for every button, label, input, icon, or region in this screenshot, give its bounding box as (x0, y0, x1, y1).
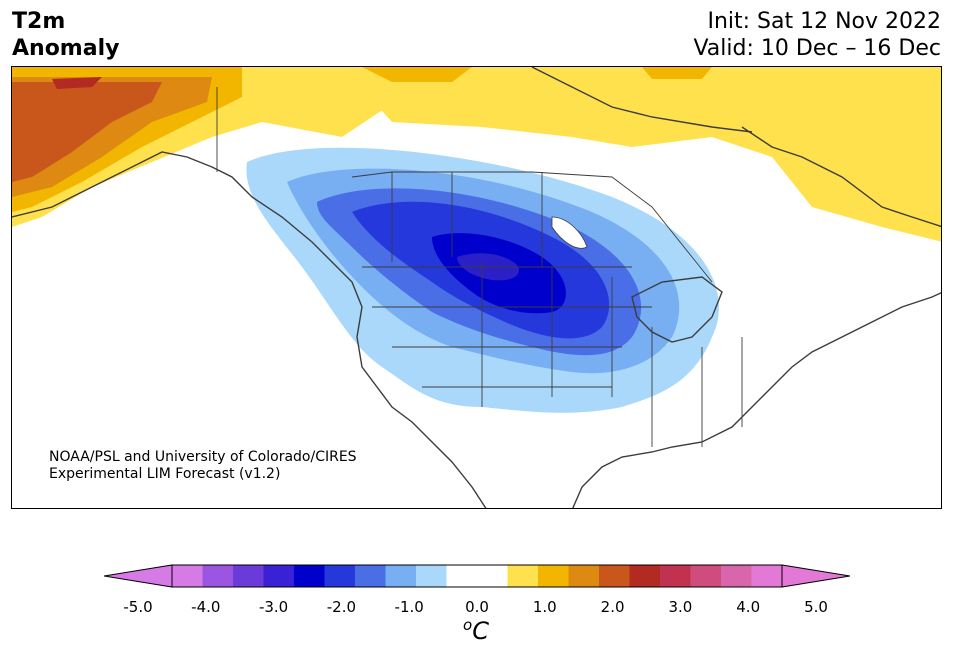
colorbar-cell (385, 565, 417, 587)
colorbar-unit: oC (463, 616, 489, 645)
credit-line-2: Experimental LIM Forecast (v1.2) (49, 466, 281, 482)
unit-degree: o (463, 616, 473, 634)
colorbar-ticks: -5.0 -4.0 -3.0 -2.0 -1.0 0.0 1.0 2.0 3.0 4.0 5.0 (0, 598, 953, 618)
arctic-warm-orange-2 (642, 67, 712, 79)
colorbar-tick-label: -2.0 (326, 598, 357, 616)
colorbar-cell (599, 565, 630, 587)
colorbar-cell (629, 565, 661, 587)
colorbar-cell (324, 565, 356, 587)
colorbar-cell (660, 565, 691, 587)
hudson-bay-lake (551, 216, 588, 249)
colorbar-cell (751, 565, 783, 587)
colorbar-frame (171, 564, 783, 588)
colorbar-over-arrow (781, 564, 850, 588)
colorbar-cell (721, 565, 752, 587)
colorbar-tick-label: -1.0 (394, 598, 424, 616)
colorbar-tick-label: -5.0 (123, 598, 153, 616)
colorbar-cell (690, 565, 722, 587)
political-borders (216, 87, 743, 447)
colorbar-tick-label: 0.0 (465, 598, 489, 616)
colorbar-tick-label: 2.0 (600, 598, 625, 616)
colorbar-cell (233, 565, 264, 587)
map-svg (12, 67, 941, 508)
colorbar-tick-label: -4.0 (191, 598, 221, 616)
colorbar-cell (568, 565, 600, 587)
title-line-2: Anomaly (12, 36, 120, 61)
alaska-warm-red (52, 77, 102, 89)
credit-line-1: NOAA/PSL and University of Colorado/CIRE… (49, 449, 357, 465)
colorbar-cell (202, 565, 234, 587)
colorbar-cell (538, 565, 569, 587)
colorbar-cell (416, 565, 447, 587)
arctic-warm-orange (362, 67, 472, 82)
anomaly-map (11, 66, 942, 509)
colorbar-tick-label: 3.0 (668, 598, 693, 616)
credit-text: NOAA/PSL and University of Colorado/CIRE… (49, 449, 357, 483)
init-date: Init: Sat 12 Nov 2022 (707, 9, 941, 34)
alaska-warm-rust (12, 82, 162, 182)
title-line-1: T2m (12, 9, 66, 34)
coastlines (12, 67, 941, 508)
valid-range: Valid: 10 Dec – 16 Dec (693, 36, 941, 61)
colorbar-under-arrow (104, 564, 173, 588)
colorbar-cell (446, 565, 478, 587)
colorbar-tick-label: 1.0 (532, 598, 557, 616)
colorbar (104, 564, 850, 588)
colorbar-cell (355, 565, 386, 587)
colorbar-cell (294, 565, 325, 587)
map-title: T2m Anomaly (12, 8, 119, 62)
forecast-dates: Init: Sat 12 Nov 2022 Valid: 10 Dec – 16… (693, 8, 941, 62)
arctic-warm-yellow (342, 67, 941, 242)
colorbar-cell (172, 565, 203, 587)
colorbar-tick-label: 5.0 (804, 598, 828, 616)
colorbar-tick-label: -3.0 (258, 598, 289, 616)
unit-celsius: C (472, 617, 489, 645)
colorbar-cell (477, 565, 508, 587)
colorbar-cell (507, 565, 539, 587)
colorbar-cell (263, 565, 295, 587)
colorbar-tick-label: 4.0 (736, 598, 761, 616)
